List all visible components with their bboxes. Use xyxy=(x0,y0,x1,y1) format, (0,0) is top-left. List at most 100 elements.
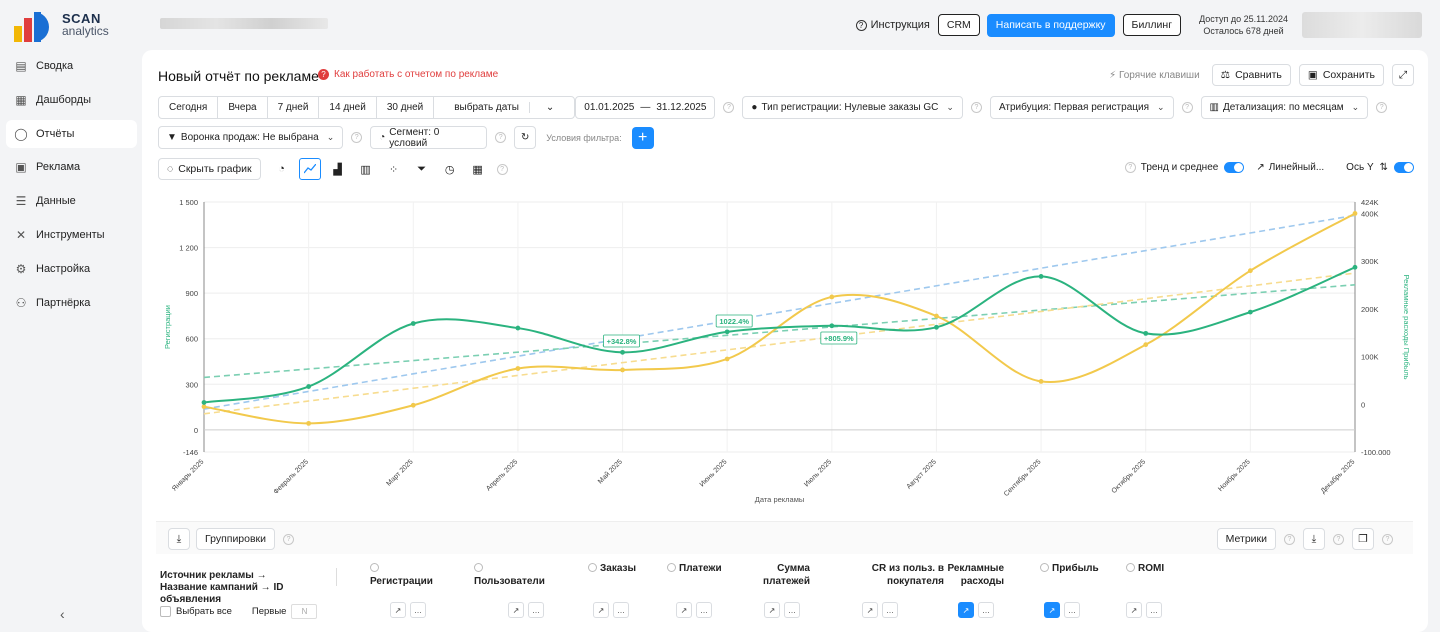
period-14days[interactable]: 14 дней xyxy=(319,97,377,118)
save-button[interactable]: ▣ Сохранить xyxy=(1298,64,1384,86)
billing-button[interactable]: Биллинг xyxy=(1122,14,1182,36)
column-header[interactable]: Регистрации xyxy=(370,562,440,588)
sidebar-item-data[interactable]: ☰ Данные xyxy=(6,187,137,215)
trend-toggle[interactable] xyxy=(1224,162,1245,173)
period-7days[interactable]: 7 дней xyxy=(268,97,320,118)
help-icon[interactable] xyxy=(588,563,597,572)
hotkeys-link[interactable]: ⚡ Горячие клавиши xyxy=(1109,70,1200,81)
column-header[interactable]: Пользователи xyxy=(474,562,545,588)
column-chart-toggle-icon[interactable]: ↗ xyxy=(862,602,878,618)
help-icon[interactable]: ? xyxy=(970,102,982,113)
column-chart-toggle-icon[interactable]: ↗ xyxy=(508,602,524,618)
sidebar-item-reports[interactable]: ◯ Отчёты xyxy=(6,119,137,148)
metrics-button[interactable]: Метрики xyxy=(1216,528,1276,550)
segment-select[interactable]: ◔ Сегмент: 0 условий xyxy=(370,126,488,149)
column-more-icon[interactable]: … xyxy=(882,602,898,618)
refresh-button[interactable]: ↻ xyxy=(514,126,537,149)
grid-chart-icon[interactable]: ▦ xyxy=(472,163,483,176)
sidebar-item-label: Данные xyxy=(36,195,76,208)
attribution-select[interactable]: Атрибуция: Первая регистрация ⌄ xyxy=(989,96,1174,119)
fullscreen-button[interactable]: ⤢ xyxy=(1392,64,1414,86)
hide-chart-button[interactable]: ◌ Скрыть график xyxy=(158,158,261,180)
scatter-chart-icon[interactable]: ⁘ xyxy=(389,163,399,176)
column-more-icon[interactable]: … xyxy=(613,602,629,618)
funnel-select[interactable]: ▼ Воронка продаж: Не выбрана ⌄ xyxy=(158,126,344,149)
groupings-button[interactable]: Группировки xyxy=(196,528,276,550)
period-yesterday[interactable]: Вчера xyxy=(218,97,268,118)
help-icon[interactable]: ? xyxy=(1181,102,1193,113)
area-chart-icon[interactable]: ▟ xyxy=(333,163,342,176)
axis-y-toggle[interactable] xyxy=(1394,162,1414,173)
logo[interactable]: SCAN analytics xyxy=(14,8,124,44)
column-chart-toggle-icon[interactable]: ↗ xyxy=(390,602,406,618)
reg-type-select[interactable]: ● Тип регистрации: Нулевые заказы GC ⌄ xyxy=(742,96,963,119)
sidebar-item-settings[interactable]: ⚙ Настройка xyxy=(6,255,137,283)
column-chart-toggle-icon[interactable]: ↗ xyxy=(1044,602,1060,618)
help-icon[interactable]: ? xyxy=(1284,533,1295,545)
date-range-input[interactable]: 01.01.2025 — 31.12.2025 xyxy=(575,96,716,119)
column-header[interactable]: ROMI xyxy=(1126,562,1176,575)
gauge-chart-icon[interactable]: ◷ xyxy=(444,163,455,176)
period-today[interactable]: Сегодня xyxy=(159,97,219,118)
sidebar-item-tools[interactable]: ✕ Инструменты xyxy=(6,221,137,249)
report-help-link[interactable]: ? Как работать с отчетом по рекламе xyxy=(318,69,498,80)
column-header[interactable]: Платежи xyxy=(667,562,727,575)
help-icon[interactable]: ? xyxy=(495,132,507,143)
sidebar-item-summary[interactable]: ▤ Сводка xyxy=(6,52,137,80)
help-icon[interactable]: ? xyxy=(1382,533,1393,545)
column-more-icon[interactable]: … xyxy=(784,602,800,618)
help-icon[interactable] xyxy=(1126,563,1135,572)
help-icon[interactable] xyxy=(1040,563,1049,572)
pie-chart-icon[interactable]: ◔ xyxy=(278,163,285,175)
column-header[interactable]: CR из польз. в покупателя xyxy=(844,562,944,588)
column-more-icon[interactable]: … xyxy=(1064,602,1080,618)
help-icon[interactable]: ? xyxy=(1376,102,1388,113)
select-all-checkbox[interactable] xyxy=(160,606,171,617)
column-more-icon[interactable]: … xyxy=(696,602,712,618)
help-icon[interactable]: ? xyxy=(1333,533,1344,545)
help-icon[interactable]: ? xyxy=(351,132,363,143)
crm-button[interactable]: CRM xyxy=(937,14,980,36)
help-icon[interactable]: ? xyxy=(723,102,735,113)
column-header[interactable]: Прибыль xyxy=(1040,562,1100,575)
help-icon[interactable] xyxy=(474,563,483,572)
column-more-icon[interactable]: … xyxy=(528,602,544,618)
collapse-sidebar-icon[interactable]: ‹ xyxy=(60,606,65,622)
help-icon[interactable] xyxy=(667,563,676,572)
copy-button[interactable]: ❐ xyxy=(1352,528,1374,550)
choose-dates[interactable]: выбрать даты ⌄ xyxy=(434,97,574,118)
column-chart-toggle-icon[interactable]: ↗ xyxy=(958,602,974,618)
column-chart-toggle-icon[interactable]: ↗ xyxy=(593,602,609,618)
sidebar-item-dashboards[interactable]: ▦ Дашборды xyxy=(6,86,137,114)
column-header[interactable]: Заказы xyxy=(588,562,638,575)
instructions-link[interactable]: ? Инструкция xyxy=(855,19,930,31)
bar-chart-icon[interactable]: ▥ xyxy=(360,163,371,176)
period-30days[interactable]: 30 дней xyxy=(377,97,435,118)
data-point xyxy=(1352,264,1358,270)
help-icon[interactable]: ? xyxy=(1124,162,1136,173)
column-more-icon[interactable]: … xyxy=(978,602,994,618)
column-header[interactable]: Рекламные расходы xyxy=(934,562,1004,588)
sidebar-item-ads[interactable]: ▣ Реклама xyxy=(6,153,137,181)
help-icon[interactable]: ? xyxy=(283,533,295,545)
funnel-chart-icon[interactable]: ⏷ xyxy=(417,162,427,175)
export-button[interactable]: ⤓ xyxy=(1303,528,1325,550)
column-more-icon[interactable]: … xyxy=(1146,602,1162,618)
support-button[interactable]: Написать в поддержку xyxy=(986,13,1115,37)
column-header[interactable]: Сумма платежей xyxy=(746,562,810,588)
line-chart-icon[interactable] xyxy=(298,158,321,180)
help-icon[interactable] xyxy=(370,563,379,572)
compare-button[interactable]: ⚖ Сравнить xyxy=(1211,64,1291,86)
user-menu-blurred[interactable] xyxy=(1302,12,1422,38)
column-chart-toggle-icon[interactable]: ↗ xyxy=(764,602,780,618)
line-type-label[interactable]: Линейный... xyxy=(1268,162,1325,173)
help-icon[interactable]: ? xyxy=(496,163,508,175)
column-chart-toggle-icon[interactable]: ↗ xyxy=(676,602,692,618)
column-chart-toggle-icon[interactable]: ↗ xyxy=(1126,602,1142,618)
add-filter-button[interactable]: + xyxy=(631,126,654,149)
download-button[interactable]: ⤓ xyxy=(168,528,190,550)
detail-select[interactable]: ▥ Детализация: по месяцам ⌄ xyxy=(1200,96,1369,119)
sidebar-item-partner[interactable]: ⚇ Партнёрка xyxy=(6,289,137,317)
column-more-icon[interactable]: … xyxy=(410,602,426,618)
first-n-input[interactable]: N xyxy=(291,604,318,619)
